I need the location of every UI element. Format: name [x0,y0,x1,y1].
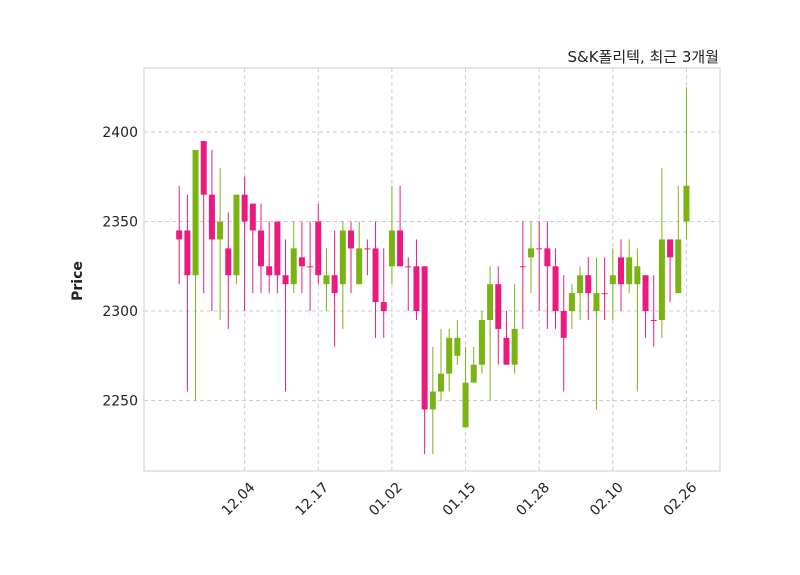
candle-body [364,248,371,250]
y-tick-label: 2250 [102,393,138,409]
candle-body [438,373,444,392]
x-tick-label: 01.02 [366,480,406,520]
candle-body [217,221,224,240]
candle-body [258,230,264,267]
plot-frame [143,67,721,472]
candle-body [478,319,485,365]
candle-body [282,275,289,285]
candle-body [405,266,412,268]
candle-body [462,382,469,428]
x-axis-ticks: 12.04 12.17 01.02 01.15 01.28 02.10 02.26 [219,480,701,520]
candle-body [225,248,232,276]
candle-body [307,266,314,268]
candle-body [356,248,363,285]
candle-body [568,293,575,312]
candle-body [519,266,526,268]
x-tick-label: 12.04 [219,480,259,520]
candle-body [208,194,215,240]
candle-body [339,230,346,285]
candle-body [601,293,608,295]
y-axis-label: Price [69,261,86,301]
candle-body [249,203,256,231]
candle-body [397,230,404,267]
candle-body [470,364,477,383]
x-tick-label: 12.17 [293,480,333,520]
candle-body [667,239,674,258]
candle-body [372,248,379,303]
candle-body [675,239,682,294]
y-tick-label: 2300 [102,304,138,320]
candle-body [233,194,240,276]
candle-body [585,275,592,294]
candle-body [503,337,510,365]
candle-body [650,319,657,321]
candle-body [184,230,191,276]
candle-body [200,141,207,195]
candle-body [528,248,534,258]
candle-body [266,266,273,276]
candle-body [380,302,387,312]
y-tick-label: 2350 [102,215,138,231]
candle-body [315,221,322,276]
candle-body [634,266,641,285]
candle-body [609,275,616,285]
y-axis-ticks: 2250 2300 2350 2400 [102,125,138,409]
candle-body [552,266,559,312]
candle-body [618,257,624,285]
candle-body [413,266,420,312]
candle-body [192,149,199,276]
x-tick-label: 02.10 [587,480,627,520]
candle-body [323,275,330,285]
candle-body [577,275,584,294]
candle-body [388,230,395,267]
candle-body [348,230,354,249]
candle-body [454,337,461,356]
candle-body [274,221,281,276]
x-tick-label: 02.26 [661,480,701,520]
candle-body [495,284,502,329]
candle-body [642,275,649,312]
candle-body [487,284,494,320]
candle-body [511,328,518,365]
candle-body [331,275,338,294]
chart-title: S&K폴리텍, 최근 3개월 [567,48,719,66]
candle-body [429,391,436,410]
candle-body [626,257,633,285]
candle-body [593,293,600,312]
candle-body [536,248,543,250]
candle-body [176,230,183,240]
candle-body [298,257,305,267]
x-tick-label: 01.28 [513,480,553,520]
candle-body [421,266,428,410]
candle-body [560,311,567,338]
candle-body [544,248,551,267]
x-tick-label: 01.15 [440,480,480,520]
candle-body [290,248,297,285]
candle-body [658,239,665,320]
candle-body [446,337,453,374]
candle-body [241,194,248,222]
candles [176,87,690,455]
candle-body [683,185,690,222]
y-tick-label: 2400 [102,125,138,141]
